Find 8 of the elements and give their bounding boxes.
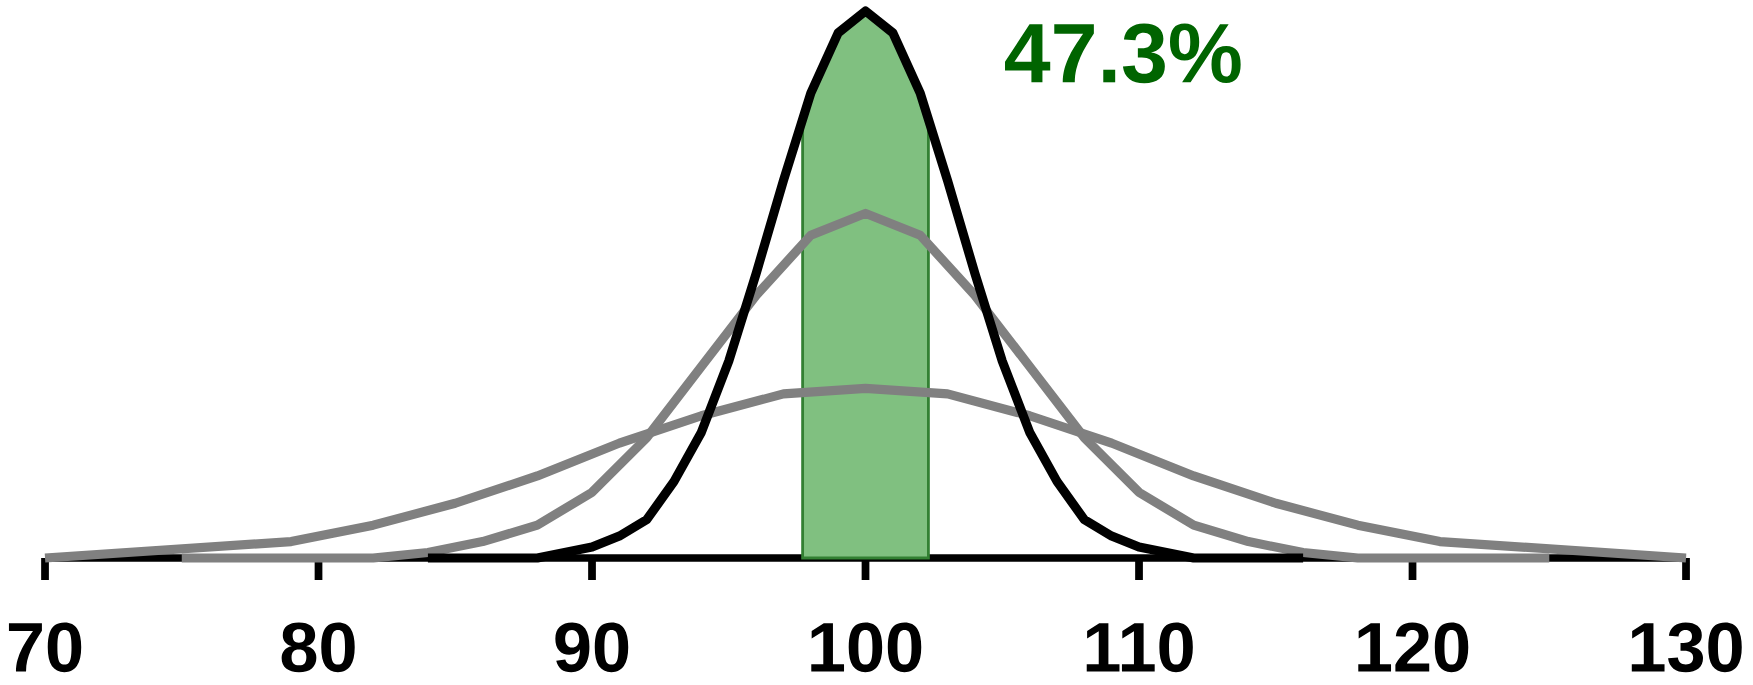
x-tick-label: 80 xyxy=(281,622,355,673)
x-tick-label: 70 xyxy=(8,622,82,673)
x-tick-label: 90 xyxy=(555,622,629,673)
x-tick-label: 110 xyxy=(1086,622,1193,673)
x-tick-label: 130 xyxy=(1631,622,1742,673)
band-label: 47.3% xyxy=(1005,23,1241,84)
x-tick-label: 120 xyxy=(1358,622,1469,673)
x-tick-label: 100 xyxy=(811,622,922,673)
